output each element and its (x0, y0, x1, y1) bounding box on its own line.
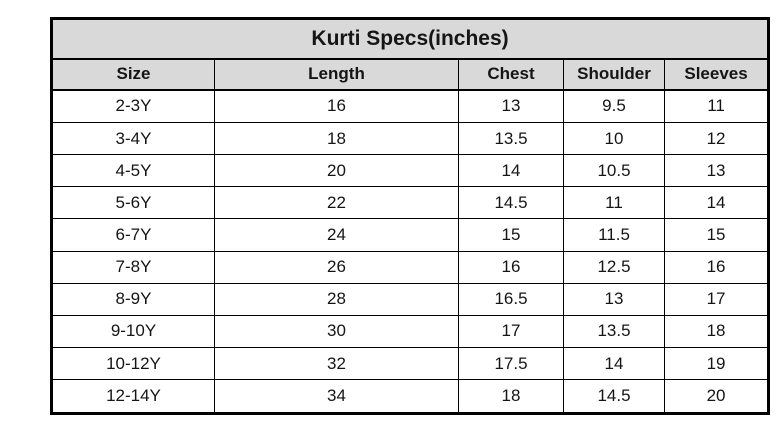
cell-shoulder: 14.5 (563, 379, 665, 414)
table-row: 4-5Y 20 14 10.5 13 (51, 154, 770, 188)
table-row: 7-8Y 26 16 12.5 16 (51, 250, 770, 284)
table-row: 9-10Y 30 17 13.5 18 (51, 314, 770, 349)
cell-sleeves: 17 (663, 282, 770, 316)
cell-sleeves: 18 (663, 314, 770, 349)
cell-chest: 14.5 (458, 186, 564, 220)
column-header-sleeves: Sleeves (663, 58, 770, 91)
column-header-chest: Chest (458, 58, 564, 91)
cell-sleeves: 19 (663, 347, 770, 381)
cell-chest: 17 (458, 314, 564, 349)
column-header-length: Length (214, 58, 459, 91)
table-row: 12-14Y 34 18 14.5 20 (51, 379, 770, 414)
cell-sleeves: 16 (663, 250, 770, 284)
cell-shoulder: 9.5 (563, 89, 665, 123)
cell-shoulder: 10.5 (563, 154, 665, 188)
cell-size: 12-14Y (51, 379, 215, 414)
cell-sleeves: 12 (663, 121, 770, 156)
cell-sleeves: 20 (663, 379, 770, 414)
cell-shoulder: 12.5 (563, 250, 665, 284)
cell-chest: 17.5 (458, 347, 564, 381)
cell-chest: 13 (458, 89, 564, 123)
cell-chest: 13.5 (458, 121, 564, 156)
cell-length: 24 (214, 218, 459, 252)
cell-shoulder: 10 (563, 121, 665, 156)
cell-size: 7-8Y (51, 250, 215, 284)
cell-size: 8-9Y (51, 282, 215, 316)
table-header-row: Size Length Chest Shoulder Sleeves (51, 58, 770, 91)
table-row: 8-9Y 28 16.5 13 17 (51, 282, 770, 316)
cell-chest: 18 (458, 379, 564, 414)
cell-shoulder: 11 (563, 186, 665, 220)
cell-length: 30 (214, 314, 459, 349)
cell-length: 16 (214, 89, 459, 123)
table-row: 5-6Y 22 14.5 11 14 (51, 186, 770, 220)
cell-size: 2-3Y (51, 89, 215, 123)
cell-sleeves: 15 (663, 218, 770, 252)
table-row: 6-7Y 24 15 11.5 15 (51, 218, 770, 252)
cell-length: 20 (214, 154, 459, 188)
cell-chest: 14 (458, 154, 564, 188)
cell-chest: 16.5 (458, 282, 564, 316)
cell-shoulder: 14 (563, 347, 665, 381)
cell-shoulder: 11.5 (563, 218, 665, 252)
cell-shoulder: 13 (563, 282, 665, 316)
cell-sleeves: 14 (663, 186, 770, 220)
cell-chest: 16 (458, 250, 564, 284)
cell-size: 10-12Y (51, 347, 215, 381)
cell-shoulder: 13.5 (563, 314, 665, 349)
cell-size: 9-10Y (51, 314, 215, 349)
cell-length: 32 (214, 347, 459, 381)
table-row: 3-4Y 18 13.5 10 12 (51, 121, 770, 156)
cell-size: 5-6Y (51, 186, 215, 220)
cell-chest: 15 (458, 218, 564, 252)
column-header-shoulder: Shoulder (563, 58, 665, 91)
table-row: 10-12Y 32 17.5 14 19 (51, 347, 770, 381)
cell-length: 28 (214, 282, 459, 316)
cell-size: 6-7Y (51, 218, 215, 252)
table-title: Kurti Specs(inches) (50, 18, 770, 60)
cell-length: 22 (214, 186, 459, 220)
kurti-specs-table: Kurti Specs(inches) Size Length Chest Sh… (50, 17, 771, 415)
column-header-size: Size (51, 58, 215, 91)
table-row: 2-3Y 16 13 9.5 11 (51, 89, 770, 123)
table-title-row: Kurti Specs(inches) (50, 18, 770, 60)
cell-size: 3-4Y (51, 121, 215, 156)
cell-length: 26 (214, 250, 459, 284)
cell-sleeves: 13 (663, 154, 770, 188)
cell-length: 18 (214, 121, 459, 156)
cell-sleeves: 11 (663, 89, 770, 123)
cell-size: 4-5Y (51, 154, 215, 188)
cell-length: 34 (214, 379, 459, 414)
